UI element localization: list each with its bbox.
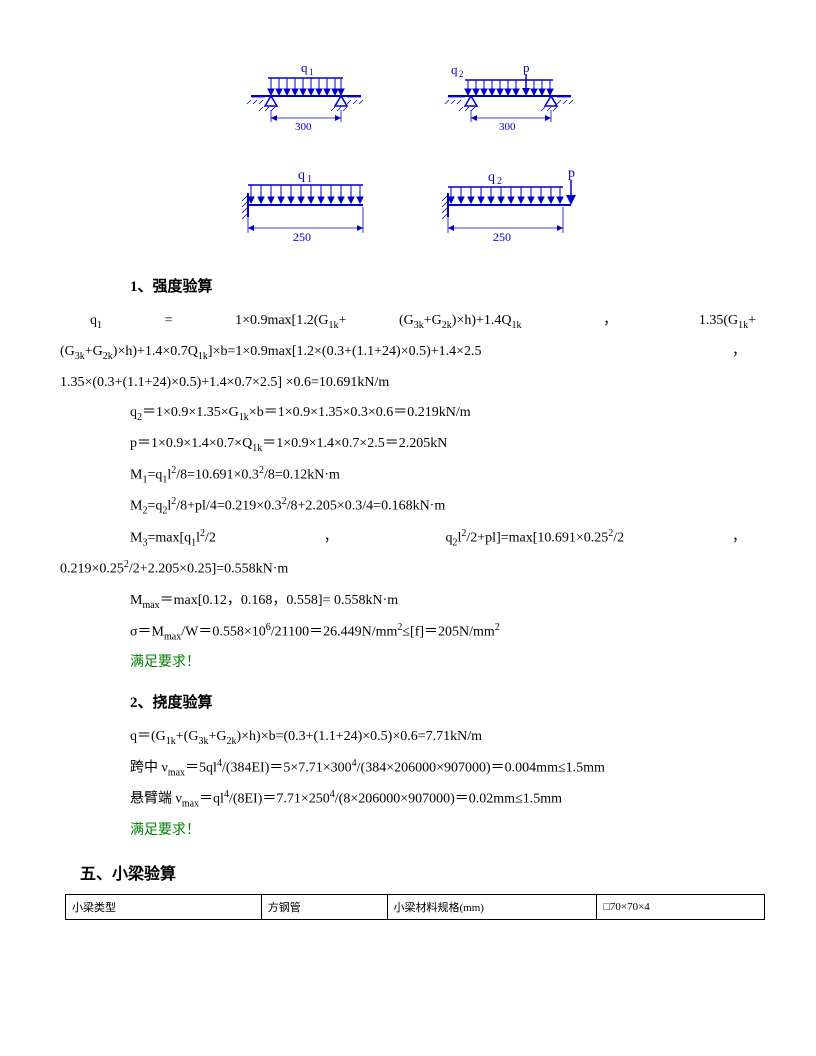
formula-q2: q2＝1×0.9×1.35×G1k×b＝1×0.9×1.35×0.3×0.6＝0… [130, 398, 756, 429]
formula-q1-line3: 1.35×(0.3+(1.1+24)×0.5)+1.4×0.7×2.5] ×0.… [60, 368, 756, 399]
formula-p: p＝1×0.9×1.4×0.7×Q1k＝1×0.9×1.4×0.7×2.5＝2.… [130, 429, 756, 460]
svg-text:p: p [568, 166, 575, 181]
svg-text:1: 1 [309, 67, 314, 77]
svg-text:2: 2 [459, 69, 464, 79]
formula-q-def: q＝(G1k+(G3k+G2k)×h)×b=(0.3+(1.1+24)×0.5)… [130, 722, 756, 753]
svg-text:q: q [301, 60, 308, 75]
heading-beam-check: 五、小梁验算 [80, 860, 756, 884]
formula-q1-line2: (G3k+G2k)×h)+1.4×0.7Q1k]×b=1×0.9max[1.2×… [60, 337, 756, 368]
svg-text:300: 300 [499, 121, 516, 133]
svg-text:1: 1 [307, 174, 312, 185]
cell-spec-value: □70×70×4 [597, 895, 765, 920]
svg-text:300: 300 [295, 121, 312, 133]
svg-text:p: p [523, 60, 530, 75]
beam-diagram-2: q 2 p [423, 60, 573, 135]
beam-spec-table: 小梁类型 方钢管 小梁材料规格(mm) □70×70×4 [65, 894, 765, 920]
heading-deflection: 2、挠度验算 [130, 691, 756, 712]
cantilever-diagram-2: q 2 p 250 [428, 165, 588, 245]
cell-spec-label: 小梁材料规格(mm) [387, 895, 597, 920]
cell-type-label: 小梁类型 [66, 895, 262, 920]
formula-mmax: Mmax＝max[0.12，0.168，0.558]= 0.558kN·m [130, 586, 756, 617]
status-ok-1: 满足要求！ [130, 648, 756, 679]
cell-type-value: 方钢管 [261, 895, 387, 920]
status-ok-2: 满足要求！ [130, 816, 756, 847]
diagram-row-1: q 1 [60, 60, 756, 135]
diagram-row-2: q 1 250 q 2 [60, 165, 756, 245]
beam-diagram-1: q 1 [243, 60, 373, 135]
formula-m3: M3=max[q1l2/2 ， q2l2/2+pl]=max[10.691×0.… [130, 523, 756, 554]
cantilever-diagram-1: q 1 250 [228, 165, 378, 245]
svg-text:q: q [488, 170, 495, 185]
svg-text:2: 2 [497, 176, 502, 187]
formula-m3-2: 0.219×0.252/2+2.205×0.25]=0.558kN·m [60, 554, 756, 585]
formula-span-mid: 跨中 νmax＝5ql4/(384EI)＝5×7.71×3004/(384×20… [130, 753, 756, 784]
formula-cantilever: 悬臂端 νmax＝ql4/(8EI)＝7.71×2504/(8×206000×9… [130, 784, 756, 815]
svg-text:250: 250 [293, 230, 311, 244]
formula-m2: M2=q2l2/8+pl/4=0.219×0.32/8+2.205×0.3/4=… [130, 491, 756, 522]
formula-sigma: σ＝Mmax/W＝0.558×106/21100＝26.449N/mm2≤[f]… [130, 617, 756, 648]
svg-text:q: q [451, 62, 458, 77]
table-row: 小梁类型 方钢管 小梁材料规格(mm) □70×70×4 [66, 895, 765, 920]
heading-strength: 1、强度验算 [130, 275, 756, 296]
formula-q1-line1: q1 = 1×0.9max[1.2(G1k+ (G3k+G2k)×h)+1.4Q… [90, 306, 756, 337]
svg-text:q: q [298, 168, 305, 183]
formula-m1: M1=q1l2/8=10.691×0.32/8=0.12kN·m [130, 460, 756, 491]
svg-text:250: 250 [493, 230, 511, 244]
